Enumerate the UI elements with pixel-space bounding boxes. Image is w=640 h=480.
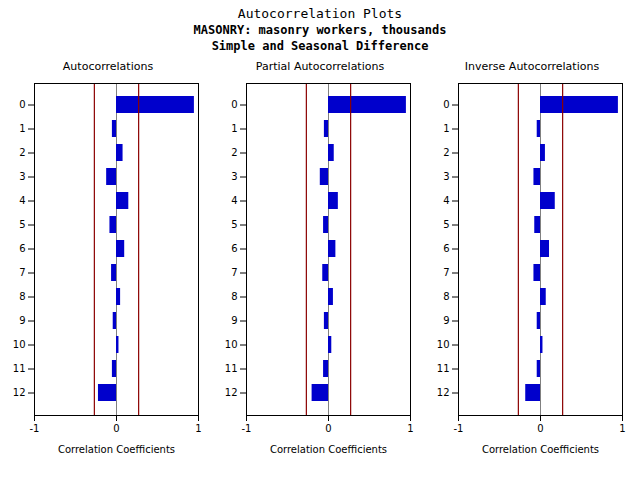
- svg-text:1: 1: [195, 423, 201, 434]
- html-text:MASONRY: masonry workers, thou: MASONRY: masonry workers, thousands: [193, 23, 447, 37]
- svg-text:2: 2: [231, 147, 237, 158]
- svg-text:-1: -1: [242, 423, 252, 434]
- svg-text:0: 0: [537, 423, 543, 434]
- svg-text:3: 3: [443, 171, 449, 182]
- svg-text:8: 8: [231, 291, 237, 302]
- svg-text:0: 0: [325, 423, 331, 434]
- svg-text:9: 9: [443, 315, 449, 326]
- html-text:Autocorrelations: Autocorrelations: [62, 60, 154, 73]
- svg-text:3: 3: [231, 171, 237, 182]
- svg-text:10: 10: [225, 339, 238, 350]
- svg-text:1: 1: [619, 423, 625, 434]
- svg-text:0: 0: [443, 99, 449, 110]
- svg-text:8: 8: [19, 291, 25, 302]
- svg-text:7: 7: [19, 267, 25, 278]
- html-text:Simple and Seasonal Difference: Simple and Seasonal Difference: [211, 39, 429, 53]
- svg-text:6: 6: [443, 243, 449, 254]
- html-text:Partial Autocorrelations: Partial Autocorrelations: [255, 60, 385, 73]
- svg-text:4: 4: [231, 195, 237, 206]
- html-text:Autocorrelation Plots: Autocorrelation Plots: [237, 6, 403, 21]
- svg-text:0: 0: [231, 99, 237, 110]
- svg-text:0: 0: [19, 99, 25, 110]
- svg-text:12: 12: [13, 387, 26, 398]
- svg-text:10: 10: [437, 339, 450, 350]
- svg-text:11: 11: [13, 363, 26, 374]
- svg-text:9: 9: [231, 315, 237, 326]
- svg-text:2: 2: [443, 147, 449, 158]
- svg-text:1: 1: [443, 123, 449, 134]
- svg-text:2: 2: [19, 147, 25, 158]
- svg-text:4: 4: [19, 195, 25, 206]
- svg-text:12: 12: [437, 387, 450, 398]
- svg-text:1: 1: [231, 123, 237, 134]
- html-text:Inverse Autocorrelations: Inverse Autocorrelations: [464, 60, 600, 73]
- svg-text:5: 5: [231, 219, 237, 230]
- svg-text:6: 6: [19, 243, 25, 254]
- svg-text:0: 0: [113, 423, 119, 434]
- svg-text:5: 5: [19, 219, 25, 230]
- svg-text:7: 7: [231, 267, 237, 278]
- svg-text:4: 4: [443, 195, 449, 206]
- svg-text:6: 6: [231, 243, 237, 254]
- svg-text:9: 9: [19, 315, 25, 326]
- svg-text:Correlation Coefficients: Correlation Coefficients: [482, 444, 599, 455]
- svg-text:5: 5: [443, 219, 449, 230]
- svg-text:11: 11: [437, 363, 450, 374]
- svg-text:12: 12: [225, 387, 238, 398]
- svg-text:1: 1: [407, 423, 413, 434]
- svg-text:-1: -1: [454, 423, 464, 434]
- svg-text:7: 7: [443, 267, 449, 278]
- svg-text:11: 11: [225, 363, 238, 374]
- svg-text:-1: -1: [30, 423, 40, 434]
- svg-text:Correlation Coefficients: Correlation Coefficients: [58, 444, 175, 455]
- svg-text:Correlation Coefficients: Correlation Coefficients: [270, 444, 387, 455]
- svg-text:8: 8: [443, 291, 449, 302]
- svg-text:10: 10: [13, 339, 26, 350]
- svg-text:3: 3: [19, 171, 25, 182]
- svg-text:1: 1: [19, 123, 25, 134]
